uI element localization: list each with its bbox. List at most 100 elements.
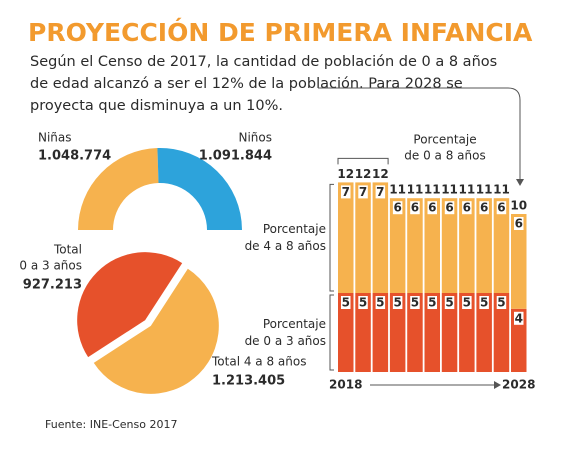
- label-box: [410, 201, 420, 215]
- slice-label: Total: [53, 243, 82, 257]
- series-label: de 0 a 3 años: [245, 334, 326, 348]
- bar-segment: [355, 182, 371, 293]
- donut-segment: [78, 148, 159, 230]
- bar-segment: [476, 198, 492, 293]
- segment-label: 4: [515, 311, 523, 325]
- label-box: [427, 296, 437, 309]
- segment-label: 5: [393, 296, 401, 310]
- label-box: [375, 296, 386, 309]
- segment-label: 6: [515, 217, 523, 231]
- bar-segment: [459, 198, 475, 293]
- segment-label: 6: [411, 201, 419, 215]
- totals-label: de 0 a 8 años: [404, 149, 485, 163]
- label-box: [410, 296, 420, 309]
- value-label: 927.213: [23, 278, 82, 293]
- bar-segment: [441, 198, 458, 293]
- label-box: [392, 296, 403, 309]
- segment-label: 5: [359, 296, 367, 310]
- bar-segment: [459, 293, 475, 372]
- label-box: [427, 201, 437, 215]
- segment-label: 6: [463, 201, 471, 215]
- arrow: [318, 87, 524, 186]
- bar-segment: [389, 293, 406, 372]
- bracket: [337, 157, 389, 165]
- label-box: [358, 296, 368, 309]
- value-label: 1.091.844: [199, 149, 272, 164]
- value-label: 1.048.774: [38, 149, 111, 164]
- label-box: [358, 185, 368, 199]
- segment-label: 5: [445, 296, 453, 310]
- segment-label: 7: [376, 185, 384, 199]
- segment-label: 5: [411, 296, 419, 310]
- segment-label: 6: [445, 201, 453, 215]
- total-label: 11: [476, 183, 493, 197]
- bar-segment: [493, 198, 510, 293]
- total-label: 12: [337, 167, 354, 181]
- label-box: [444, 296, 455, 309]
- subtitle: Según el Censo de 2017, la cantidad de p…: [30, 54, 497, 70]
- bar-segment: [407, 198, 423, 293]
- segment-label: 5: [428, 296, 436, 310]
- bar-segment: [338, 293, 354, 372]
- bar-segment: [355, 293, 371, 372]
- label-box: [496, 296, 507, 309]
- label-box: [479, 201, 489, 215]
- subtitle: de edad alcanzó a ser el 12% de la pobla…: [30, 76, 463, 92]
- title: PROYECCIÓN DE PRIMERA INFANCIA: [28, 17, 533, 47]
- label-box: [392, 201, 403, 215]
- slice-label: Total 4 a 8 años: [211, 355, 306, 369]
- label-box: [514, 311, 524, 325]
- bar-segment: [511, 214, 527, 309]
- series-label: Porcentaje: [263, 317, 326, 331]
- label-box: [462, 296, 472, 309]
- bar-segment: [476, 293, 492, 372]
- segment-label: 7: [342, 185, 350, 199]
- subtitle: proyecta que disminuya a un 10%.: [30, 98, 283, 114]
- total-label: 12: [355, 167, 372, 181]
- legend-label: Niñas: [38, 131, 72, 145]
- segment-label: 6: [428, 201, 436, 215]
- segment-label: 6: [480, 201, 488, 215]
- total-label: 12: [372, 167, 389, 181]
- label-box: [444, 201, 455, 215]
- value-label: 1.213.405: [212, 374, 285, 389]
- donut-segment: [157, 148, 242, 230]
- label-box: [496, 201, 507, 215]
- bar-segment: [372, 293, 389, 372]
- series-label: de 4 a 8 años: [245, 239, 326, 253]
- segment-label: 7: [359, 185, 367, 199]
- segment-label: 5: [480, 296, 488, 310]
- bar-segment: [424, 198, 440, 293]
- label-box: [375, 185, 386, 199]
- label-box: [479, 296, 489, 309]
- slice-label: 0 a 3 años: [19, 259, 82, 273]
- label-box: [341, 185, 351, 199]
- segment-label: 6: [393, 201, 401, 215]
- total-label: 11: [458, 183, 475, 197]
- segment-label: 5: [497, 296, 505, 310]
- legend-label: Niños: [238, 131, 272, 145]
- totals-label: Porcentaje: [413, 133, 476, 147]
- pie-slice: [77, 252, 183, 358]
- total-label: 11: [441, 183, 458, 197]
- total-label: 10: [510, 199, 527, 213]
- source: Fuente: INE-Censo 2017: [45, 418, 177, 431]
- bar-segment: [389, 198, 406, 293]
- bar-segment: [441, 293, 458, 372]
- total-label: 11: [389, 183, 406, 197]
- label-box: [514, 217, 524, 230]
- bracket: [329, 294, 334, 371]
- pie-slice: [93, 268, 219, 394]
- series-label: Porcentaje: [263, 222, 326, 236]
- x-tick-label: 2018: [329, 378, 362, 392]
- label-box: [462, 201, 472, 215]
- bar-segment: [407, 293, 423, 372]
- bar-segment: [338, 182, 354, 293]
- total-label: 11: [407, 183, 424, 197]
- bracket: [329, 183, 334, 292]
- bar-segment: [493, 293, 510, 372]
- segment-label: 5: [342, 296, 350, 310]
- segment-label: 5: [463, 296, 471, 310]
- label-box: [341, 296, 351, 309]
